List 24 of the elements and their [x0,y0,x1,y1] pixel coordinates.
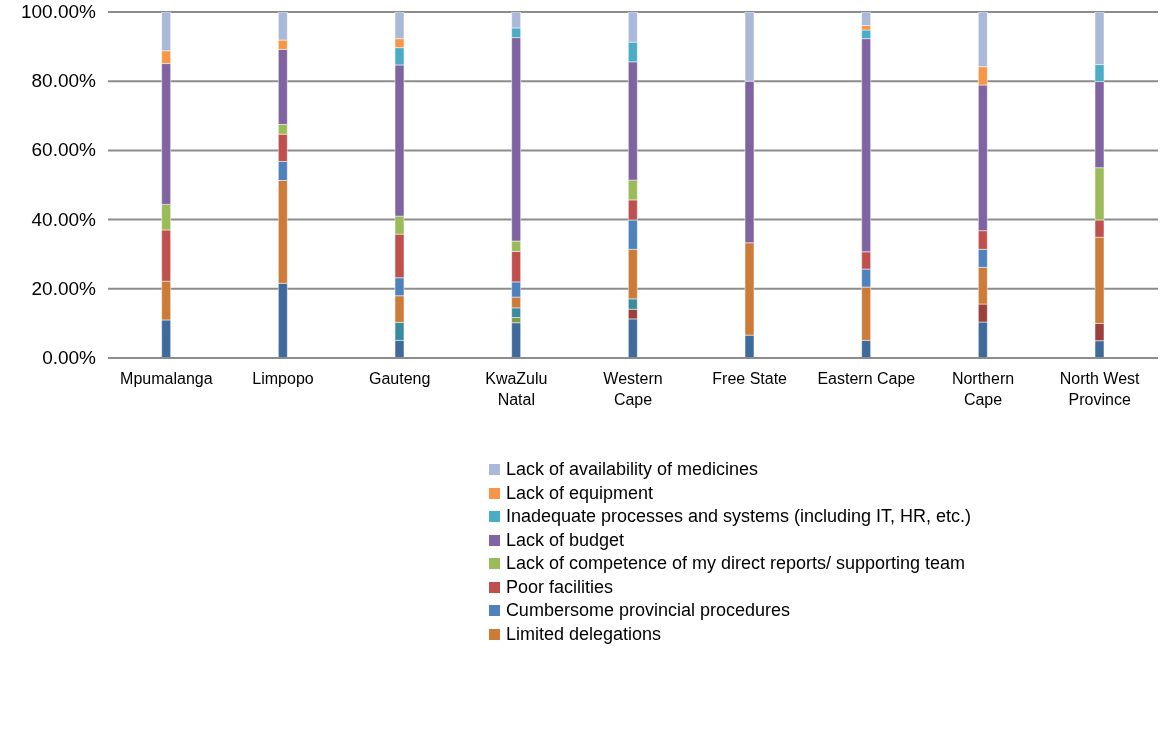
x-tick-label: Northern Cape [951,370,1015,408]
x-tick-label: KwaZulu Natal [485,370,548,408]
y-tick-label: 100.00% [20,1,97,22]
x-tick-label: Western Cape [603,370,663,408]
x-tick-label: Mpumalanga [120,370,213,387]
y-tick-label: 0.00% [42,347,97,368]
legend-label: Poor facilities [505,575,613,599]
y-tick-label: 80.00% [31,70,97,92]
legend-label: Limited delegations [505,622,661,646]
legend-label: Lack of budget [505,528,624,552]
legend-label: Lack of availability of medicines [505,458,758,481]
legend-label: Lack of equipment [505,481,653,505]
x-tick-label: North West Province [1059,370,1141,408]
bar [511,322,522,358]
legend-label: Inadequate processes and systems (including IT, HR, etc.) [505,505,972,528]
legend-label: Cumbersome provincial procedures [505,599,790,622]
y-tick-label: 60.00% [31,139,97,161]
y-tick-label: 40.00% [31,208,97,230]
x-tick-label: Limpopo [252,370,314,387]
legend-label: Lack of competence of my direct reports/ supporting team [505,552,966,575]
x-tick-label: Eastern Cape [817,370,916,387]
y-tick-label: 20.00% [31,277,97,299]
x-tick-label: Gauteng [368,370,431,387]
x-tick-label: Free State [712,370,788,387]
